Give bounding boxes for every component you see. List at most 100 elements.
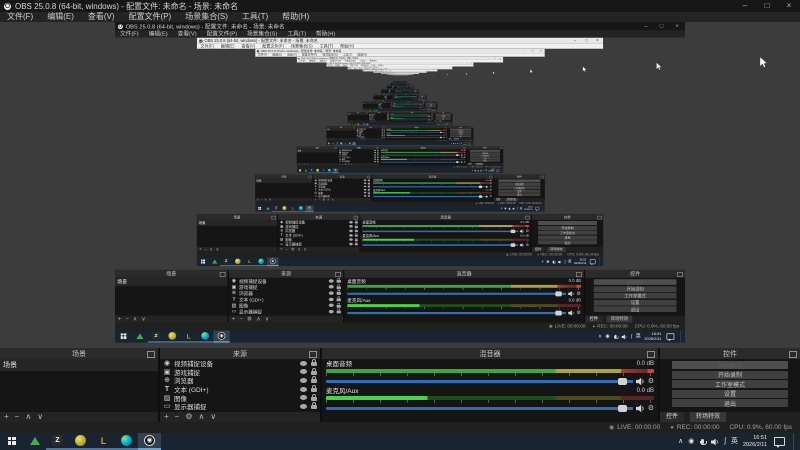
scene-down-button[interactable]: ∨ (333, 138, 335, 140)
ime-indicator[interactable]: 英 (460, 142, 463, 145)
tray-speaker-icon[interactable] (480, 169, 482, 172)
source-down-button[interactable]: ∨ (264, 315, 270, 322)
volume-slider[interactable] (386, 136, 443, 139)
source-row[interactable]: ▨ 图像 (369, 118, 390, 119)
visibility-eye-icon[interactable] (363, 194, 367, 197)
start-streaming-button[interactable]: 开始推流 (425, 103, 437, 104)
show-desktop-button[interactable] (501, 168, 502, 173)
source-row[interactable]: ▣ 游戏捕捉 (384, 95, 395, 96)
preview-canvas[interactable]: OBS 25.0.8 (64-bit, windows) - 配置文件: 未命名… (347, 69, 453, 113)
menu-help[interactable]: 帮助(H) (388, 71, 392, 72)
volume-slider-handle[interactable] (428, 115, 430, 117)
visibility-eye-icon[interactable] (349, 242, 353, 246)
settings-button[interactable]: 设置 (435, 117, 451, 119)
add-source-button[interactable]: + (280, 246, 283, 252)
speaker-icon[interactable] (430, 115, 432, 117)
visibility-eye-icon[interactable] (381, 128, 383, 130)
lock-icon[interactable] (377, 156, 379, 158)
lock-icon[interactable] (383, 128, 385, 130)
visibility-eye-icon[interactable] (349, 225, 353, 228)
popout-icon[interactable] (575, 272, 582, 278)
speaker-icon[interactable] (421, 107, 423, 108)
menu-tools[interactable]: 工具(T) (319, 43, 334, 49)
speaker-icon[interactable] (567, 310, 574, 316)
menu-scene-collection[interactable]: 场景集合(S) (379, 71, 384, 72)
tray-speaker-icon[interactable] (440, 123, 442, 125)
scene-up-button[interactable]: ∧ (133, 315, 138, 322)
visibility-eye-icon[interactable] (363, 185, 367, 188)
scene-up-button[interactable]: ∧ (303, 162, 305, 166)
start-recording-button[interactable]: 开始录制 (418, 96, 426, 97)
lock-icon[interactable] (383, 131, 385, 133)
remove-scene-button[interactable]: − (329, 138, 331, 140)
menu-scene-collection[interactable]: 场景集合(S) (360, 64, 369, 67)
taskbar-app-green-triangle[interactable] (375, 100, 377, 101)
lock-icon[interactable] (367, 181, 370, 185)
channel-settings-gear-icon[interactable]: ⚙ (576, 290, 581, 296)
taskbar-app-l[interactable]: L (359, 123, 363, 126)
settings-button[interactable]: 设置 (425, 105, 437, 107)
speaker-icon[interactable] (635, 377, 645, 386)
taskbar-app-l[interactable]: L (371, 110, 374, 112)
maximize-button[interactable]: □ (659, 22, 664, 30)
settings-button[interactable]: 设置 (449, 134, 472, 136)
popout-icon[interactable] (500, 147, 503, 150)
start-button[interactable] (381, 93, 382, 94)
visibility-eye-icon[interactable] (349, 233, 353, 237)
tab-controls[interactable]: 控件 (447, 138, 453, 140)
source-row[interactable]: ⊕ 浏览器 (313, 185, 371, 188)
volume-slider[interactable] (347, 310, 566, 316)
tab-controls[interactable]: 控件 (494, 197, 503, 202)
start-recording-button[interactable]: 开始录制 (449, 130, 472, 132)
studio-mode-button[interactable]: 工作室模式 (470, 154, 500, 157)
tab-scene-transitions[interactable]: 转场特效 (504, 197, 518, 202)
minimize-button[interactable]: – (523, 49, 526, 53)
source-properties-gear-icon[interactable]: ⚙ (344, 162, 347, 166)
visibility-eye-icon[interactable] (328, 291, 334, 295)
taskbar-app-z[interactable]: Z (353, 123, 357, 126)
close-button[interactable]: × (470, 62, 472, 65)
minimize-button[interactable]: – (742, 1, 748, 10)
popout-icon[interactable] (376, 102, 378, 103)
speaker-icon[interactable] (519, 229, 525, 234)
scene-list-item[interactable]: 场景 (362, 102, 378, 104)
tray-chevron-up-icon[interactable]: ∧ (436, 123, 438, 125)
menu-view[interactable]: 查看(V) (87, 12, 115, 21)
add-source-button[interactable]: + (314, 197, 317, 202)
source-down-button[interactable]: ∨ (210, 412, 217, 421)
preview-canvas[interactable]: OBS 25.0.8 (64-bit, windows) - 配置文件: 未命名… (390, 75, 410, 84)
studio-mode-button[interactable]: 工作室模式 (449, 132, 472, 134)
action-center-icon[interactable] (496, 169, 500, 173)
lock-icon[interactable] (377, 149, 379, 152)
start-streaming-button[interactable]: 开始推流 (538, 220, 597, 225)
popout-icon[interactable] (353, 126, 356, 129)
visibility-eye-icon[interactable] (386, 117, 388, 118)
taskbar-app-orb[interactable] (69, 433, 92, 450)
menu-help[interactable]: 帮助(H) (316, 30, 336, 37)
scene-up-button[interactable]: ∧ (331, 138, 333, 140)
source-row[interactable]: ▨ 图像 (313, 191, 371, 194)
source-down-button[interactable]: ∨ (351, 162, 353, 166)
remove-source-button[interactable]: − (285, 246, 288, 252)
lock-icon[interactable] (367, 185, 370, 188)
popout-icon[interactable] (353, 215, 358, 220)
menu-view[interactable]: 查看(V) (358, 68, 363, 69)
menu-view[interactable]: 查看(V) (241, 43, 256, 49)
scene-list-item[interactable]: 场景 (296, 149, 338, 153)
visibility-eye-icon[interactable] (328, 285, 334, 289)
taskbar-clock[interactable]: 16:51 2026/2/11 (423, 100, 425, 101)
speaker-icon[interactable] (519, 243, 525, 248)
popout-icon[interactable] (450, 112, 452, 114)
source-up-button[interactable]: ∧ (198, 412, 205, 421)
studio-mode-button[interactable]: 工作室模式 (435, 116, 451, 117)
source-row[interactable]: T 文本 (GDI+) (229, 296, 343, 303)
scene-up-button[interactable]: ∧ (264, 197, 267, 202)
scene-up-button[interactable]: ∧ (365, 108, 366, 109)
menu-view[interactable]: 查看(V) (342, 64, 348, 67)
source-row[interactable]: ▣ 游戏捕捉 (338, 151, 379, 154)
source-row[interactable]: ▭ 显示器捕捉 (313, 194, 371, 198)
menu-edit[interactable]: 编辑(E) (366, 71, 370, 72)
action-center-icon[interactable] (535, 206, 540, 211)
taskbar-app-orb[interactable] (369, 109, 372, 112)
ime-indicator[interactable]: 英 (519, 207, 523, 210)
